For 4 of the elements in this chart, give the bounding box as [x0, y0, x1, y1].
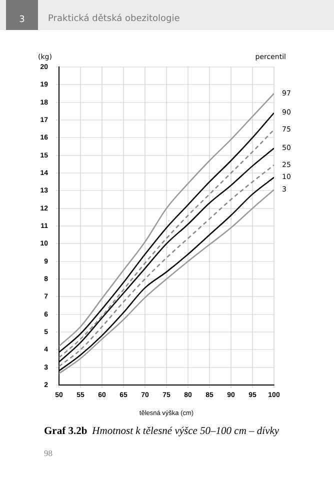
- text: Hmotnost k tělesné výšce 50–100 cm – dívky: [92, 426, 280, 437]
- text: Praktická dětská obezitologie: [48, 14, 180, 24]
- text: 98: [44, 448, 52, 458]
- text: Graf 3.2b: [44, 426, 88, 437]
